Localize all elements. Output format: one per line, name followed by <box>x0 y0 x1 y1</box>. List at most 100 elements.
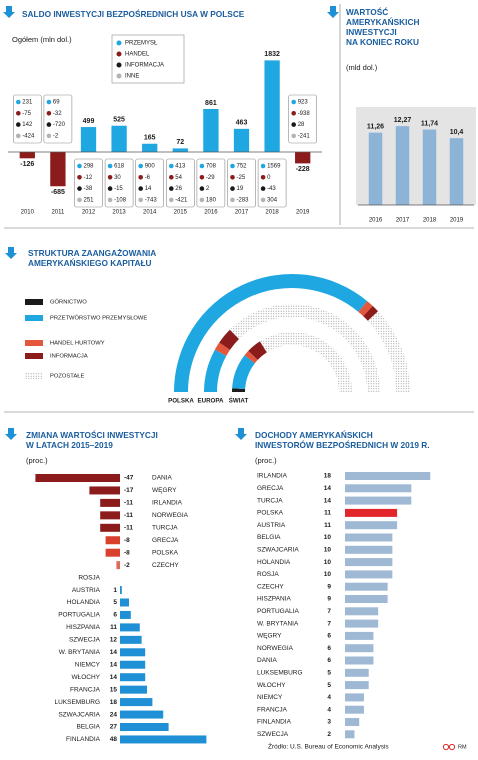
breakdown-value: 26 <box>175 186 182 192</box>
category-label: LUKSEMBURG <box>54 699 100 706</box>
value-label: 6 <box>327 633 331 640</box>
breakdown-dot <box>260 175 266 180</box>
legend-label: GÓRNICTWO <box>50 299 87 306</box>
x-tick-label: 2018 <box>265 210 279 216</box>
value-label: 14 <box>110 661 118 668</box>
category-label: SZWAJCARIA <box>58 711 100 718</box>
bar <box>80 127 97 152</box>
value-label: -228 <box>296 166 310 173</box>
value-label: -47 <box>124 475 134 482</box>
value-label: 11,74 <box>421 120 438 127</box>
legend-label: HANDEL <box>125 52 150 58</box>
value-label: 48 <box>110 736 118 743</box>
breakdown-value: 1569 <box>267 164 281 170</box>
category-label: FINLANDIA <box>66 736 101 743</box>
breakdown-dot <box>77 175 82 180</box>
breakdown-value: 708 <box>206 164 217 170</box>
bar <box>345 619 379 628</box>
bar <box>395 126 410 205</box>
ring-segment <box>229 304 380 392</box>
category-label: HISZPANIA <box>66 624 100 631</box>
breakdown-value: 413 <box>175 164 186 170</box>
legend-swatch <box>25 315 43 321</box>
value-label: 861 <box>205 100 217 107</box>
breakdown-value: -283 <box>237 197 250 203</box>
category-label: W. BRYTANIA <box>59 649 101 656</box>
breakdown-dot <box>77 197 82 203</box>
bar <box>120 598 129 607</box>
bar <box>19 152 35 159</box>
x-tick-label: 2017 <box>396 218 410 224</box>
chart-subtitle: (mld dol.) <box>346 63 378 72</box>
legend-label: INNE <box>125 74 139 80</box>
breakdown-value: -2 <box>53 133 59 139</box>
value-label: 2 <box>327 731 331 738</box>
category-label: SZWECJA <box>69 637 101 644</box>
breakdown-dot <box>169 175 174 180</box>
breakdown-box <box>43 94 73 144</box>
bar <box>345 545 393 554</box>
x-tick-label: 2012 <box>82 210 96 216</box>
bar <box>111 125 127 152</box>
bar <box>120 710 164 719</box>
breakdown-value: -75 <box>22 111 31 117</box>
breakdown-dot <box>291 111 297 116</box>
breakdown-value: -38 <box>84 186 93 192</box>
value-label: 27 <box>110 724 118 731</box>
bar <box>345 508 398 517</box>
legend-label: HANDEL HURTOWY <box>50 341 105 347</box>
bar <box>120 635 142 644</box>
arrow-icon <box>5 247 17 259</box>
ring-segment <box>367 311 410 392</box>
ring-segment <box>204 349 227 392</box>
breakdown-value: 69 <box>53 100 60 106</box>
chart-title: STRUKTURA ZAANGAŻOWANIA AMERYKAŃSKIEGO K… <box>28 248 158 268</box>
breakdown-value: 19 <box>237 186 244 192</box>
legend-dot <box>116 51 122 57</box>
bar <box>105 548 120 557</box>
breakdown-dot <box>77 186 82 191</box>
bar <box>345 718 360 726</box>
breakdown-value: 298 <box>84 164 95 170</box>
arrow-icon <box>5 428 17 440</box>
bar <box>345 631 374 640</box>
value-label: -2 <box>124 562 130 569</box>
value-label: 499 <box>83 118 95 125</box>
breakdown-value: 251 <box>84 197 95 203</box>
breakdown-box <box>288 94 318 144</box>
breakdown-value: -25 <box>237 175 246 181</box>
category-label: BELGIA <box>257 534 281 541</box>
value-label: 7 <box>327 620 331 627</box>
legend-label: INFORMACJA <box>125 63 164 69</box>
bar <box>233 128 250 152</box>
breakdown-dot <box>138 175 143 180</box>
value-label: 18 <box>324 473 332 480</box>
category-label: POLSKA <box>257 510 284 517</box>
breakdown-dot <box>291 133 297 139</box>
bar <box>172 148 188 152</box>
legend-label: PRZEMYSŁ <box>125 41 158 47</box>
category-label: NORWEGIA <box>257 645 294 652</box>
value-label: 9 <box>327 596 331 603</box>
breakdown-value: 618 <box>114 164 125 170</box>
value-label: 14 <box>110 674 118 681</box>
value-label: 24 <box>110 711 118 718</box>
category-label: HISZPANIA <box>257 596 291 603</box>
x-tick-label: 2014 <box>143 210 157 216</box>
breakdown-dot <box>169 197 174 203</box>
breakdown-box <box>227 158 256 208</box>
value-label: -8 <box>124 537 130 544</box>
chart-title: WARTOŚĆ AMERYKAŃSKICH INWESTYCJI NA KONI… <box>346 6 422 47</box>
x-tick-label: 2019 <box>450 218 464 224</box>
category-label: WĘGRY <box>257 633 282 640</box>
value-label: 11 <box>110 624 117 631</box>
bar <box>345 484 412 493</box>
value-label: 10 <box>324 571 332 578</box>
value-label: 165 <box>144 135 156 142</box>
x-tick-label: 2018 <box>423 218 437 224</box>
chart-subtitle: Ogółem (mln dol.) <box>12 35 72 44</box>
legend-label: PRZETWÓRSTWO PRZEMYSŁOWE <box>50 315 147 322</box>
category-label: BELGIA <box>77 724 101 731</box>
